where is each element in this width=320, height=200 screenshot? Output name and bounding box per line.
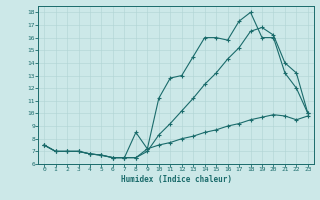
X-axis label: Humidex (Indice chaleur): Humidex (Indice chaleur): [121, 175, 231, 184]
